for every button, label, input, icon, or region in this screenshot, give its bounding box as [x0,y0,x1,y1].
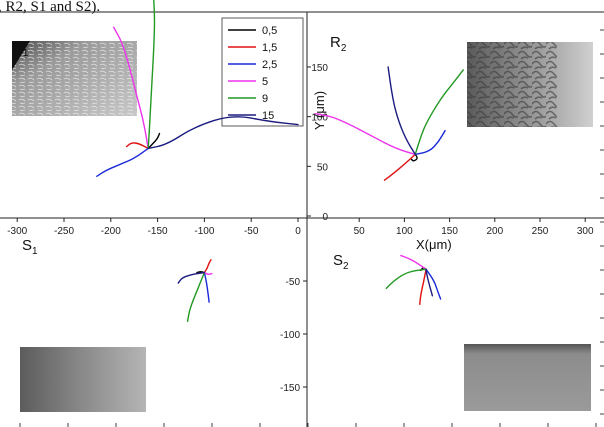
panel-frames [0,11,604,427]
legend-label: 2,5 [262,59,277,71]
trajectory-s2-15 [425,268,434,297]
y-tick-label: -50 [286,277,301,288]
x-tick-label: -100 [194,226,214,237]
y-axis-label: Y (μm) [312,91,327,130]
trajectory-s1-1-5 [203,259,212,274]
trajectory-r1-5 [112,26,149,150]
legend-label: 5 [262,76,268,88]
trajectory-s2-5 [400,254,427,270]
x-tick-label: -50 [244,226,259,237]
x-axis-label: X(μm) [416,237,452,252]
panel-label-r1: R1 [12,39,29,59]
trajectory-r1-2-5 [96,147,149,177]
trajectory-s2-2-5 [425,268,442,300]
panel-labels: R1 R2 S1 S2 [12,34,349,272]
y-tick-label: 100 [311,113,328,124]
x-tick-label: 0 [295,226,301,237]
x-tick-label: 200 [486,226,503,237]
x-tick-label: 300 [577,226,594,237]
legend-label: 9 [262,93,268,105]
legend-label: 15 [262,110,274,122]
y-tick-label: 150 [311,63,328,74]
micrograph-s2 [464,344,591,411]
x-tick-label: -300 [7,226,27,237]
trajectory-r2-9 [414,69,464,156]
micrograph-r1 [12,41,137,116]
trajectory-r1-15 [147,116,299,150]
y-tick-label: 50 [317,162,329,173]
x-tick-label: -200 [101,226,121,237]
trajectory-r2-5 [315,113,416,156]
x-tick-label: 150 [441,226,458,237]
y-tick-label: -100 [280,330,300,341]
trajectory-r2-2-5 [414,129,446,156]
panel-label-s2: S2 [333,252,349,272]
legend-label: 1,5 [262,42,277,54]
x-tick-label: -150 [148,226,168,237]
y-tick-label: -150 [280,383,300,394]
legend-label: 0,5 [262,25,277,37]
trajectory-r1-1-5 [126,142,149,150]
trajectory-s2-9 [385,268,427,290]
trajectory-s1-0-5 [196,271,206,274]
trajectory-r1-9 [147,0,156,150]
y-tick-label: 0 [322,212,328,223]
legend: 0,5 1,5 2,5 5 9 15 [221,17,304,127]
x-tick-label: 50 [354,226,366,237]
figure-caption: , R2, S1 and S2). [0,0,100,15]
panel-label-r2: R2 [330,34,347,54]
trajectory-s1-5 [203,271,213,275]
x-tick-label: 100 [396,226,413,237]
axes: -300 -250 -200 -150 -100 -50 0 50 100 150 200 250 30… [7,29,604,427]
panel-label-s1: S1 [22,237,38,257]
trajectory-s1-15 [177,271,206,284]
x-tick-label: -250 [54,226,74,237]
trajectory-s1-9 [186,271,206,322]
trajectory-r2-1-5 [383,153,416,181]
trajectory-r2-15 [387,66,416,156]
micrograph-r2 [467,42,593,127]
trajectories [96,0,464,322]
x-tick-label: 250 [532,226,549,237]
trajectory-s2-1-5 [419,268,427,305]
micrograph-s1 [20,347,146,412]
trajectory-s1-2-5 [203,271,210,303]
